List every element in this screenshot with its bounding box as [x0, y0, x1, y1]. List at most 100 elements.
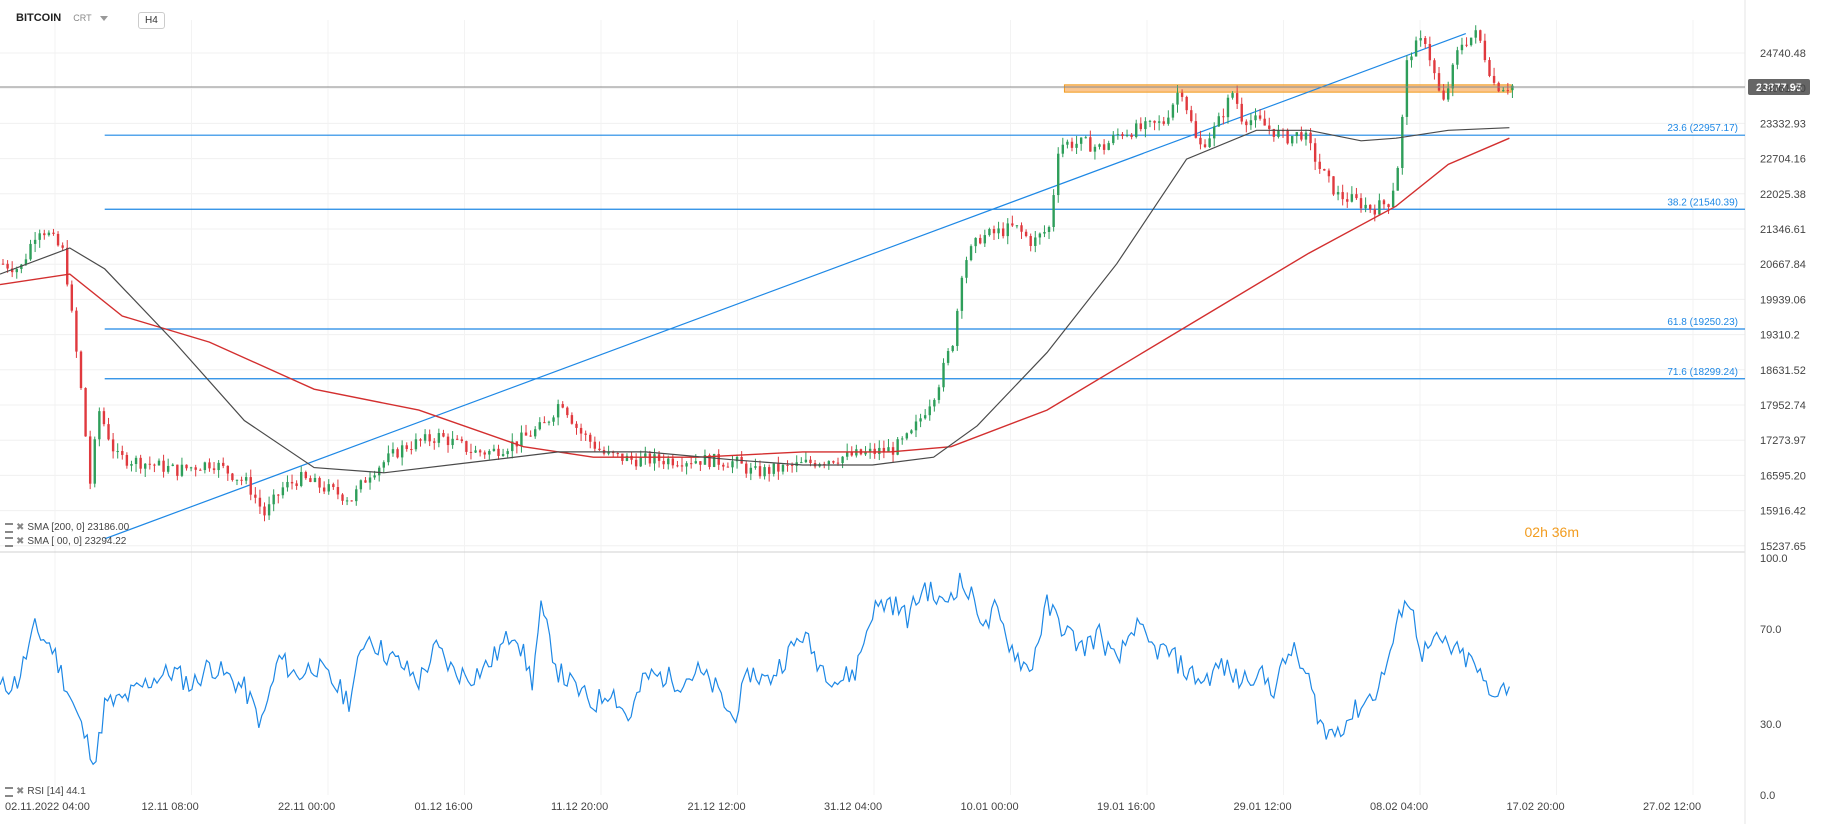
candle-body[interactable] [1414, 40, 1418, 57]
candle-body[interactable] [1038, 233, 1042, 238]
candle-body[interactable] [607, 451, 610, 454]
candle-body[interactable] [194, 467, 197, 470]
candle-body[interactable] [52, 232, 55, 234]
candle-body[interactable] [1465, 44, 1468, 46]
candle-body[interactable] [1469, 37, 1473, 46]
candle-body[interactable] [148, 463, 152, 465]
candle-body[interactable] [1213, 126, 1216, 139]
candle-body[interactable] [1456, 50, 1459, 65]
candle-body[interactable] [318, 477, 321, 488]
candle-body[interactable] [974, 237, 977, 247]
candle-body[interactable] [364, 480, 367, 483]
candle-body[interactable] [249, 477, 252, 495]
candle-body[interactable] [6, 263, 9, 269]
candle-body[interactable] [520, 432, 523, 447]
candle-body[interactable] [1162, 121, 1165, 124]
candle-body[interactable] [1240, 103, 1243, 122]
candle-body[interactable] [1368, 204, 1372, 210]
sma100-line[interactable] [0, 127, 1510, 474]
candle-body[interactable] [1277, 130, 1280, 137]
candle-body[interactable] [162, 460, 165, 472]
candle-body[interactable] [345, 500, 349, 502]
sma200-line[interactable] [0, 137, 1510, 458]
candle-body[interactable] [267, 504, 271, 516]
candle-body[interactable] [226, 465, 230, 474]
candle-body[interactable] [166, 465, 170, 472]
candle-body[interactable] [1217, 116, 1220, 127]
candle-body[interactable] [547, 421, 551, 423]
candle-body[interactable] [1102, 144, 1106, 150]
candle-body[interactable] [396, 449, 399, 458]
candle-body[interactable] [281, 487, 285, 496]
candle-body[interactable] [1460, 44, 1464, 51]
candle-body[interactable] [1245, 121, 1248, 126]
candle-body[interactable] [208, 462, 211, 469]
candle-body[interactable] [359, 480, 363, 490]
symbol-header[interactable]: BITCOIN CRT [16, 12, 108, 24]
candle-body[interactable] [295, 483, 298, 486]
candle-body[interactable] [1268, 125, 1271, 129]
rsi-legend[interactable]: ✖ RSI [14] 44.1 [5, 786, 86, 797]
candle-body[interactable] [662, 460, 665, 465]
candle-body[interactable] [1148, 120, 1152, 122]
candle-body[interactable] [300, 472, 303, 486]
candle-body[interactable] [575, 423, 578, 428]
candle-body[interactable] [189, 467, 193, 469]
trendline[interactable] [104, 33, 1467, 540]
settings-icon[interactable] [5, 522, 13, 533]
candle-body[interactable] [1446, 88, 1450, 100]
candle-body[interactable] [1346, 199, 1349, 202]
candle-body[interactable] [767, 467, 771, 474]
candle-body[interactable] [965, 260, 968, 278]
candle-body[interactable] [469, 451, 473, 453]
candle-body[interactable] [61, 245, 64, 248]
candle-body[interactable] [694, 461, 697, 464]
candle-body[interactable] [703, 455, 707, 465]
candle-body[interactable] [1199, 137, 1202, 145]
candle-body[interactable] [144, 463, 147, 469]
candle-body[interactable] [1171, 104, 1175, 118]
candle-body[interactable] [946, 351, 950, 363]
candle-body[interactable] [868, 448, 872, 452]
candle-body[interactable] [1052, 195, 1055, 228]
rsi-pane[interactable] [0, 572, 1510, 766]
candle-body[interactable] [258, 497, 262, 507]
candle-body[interactable] [387, 453, 390, 463]
candle-body[interactable] [1190, 110, 1193, 122]
candle-body[interactable] [1502, 90, 1505, 92]
candle-body[interactable] [286, 481, 289, 488]
candle-body[interactable] [66, 247, 69, 285]
candle-body[interactable] [442, 433, 445, 437]
candle-body[interactable] [240, 479, 243, 481]
candle-body[interactable] [378, 467, 381, 476]
candle-body[interactable] [1332, 176, 1335, 195]
candle-body[interactable] [1176, 92, 1179, 105]
candle-body[interactable] [428, 434, 431, 442]
candle-body[interactable] [70, 284, 74, 311]
settings-icon[interactable] [5, 536, 13, 547]
candle-body[interactable] [905, 433, 909, 439]
candle-body[interactable] [1015, 225, 1019, 227]
candle-body[interactable] [1382, 200, 1386, 205]
candle-body[interactable] [914, 421, 918, 431]
candle-body[interactable] [676, 465, 679, 467]
candle-body[interactable] [176, 464, 179, 476]
candle-body[interactable] [1222, 116, 1225, 118]
candle-body[interactable] [1437, 73, 1441, 91]
candle-body[interactable] [786, 464, 789, 466]
candle-body[interactable] [1029, 236, 1032, 246]
candle-body[interactable] [680, 465, 684, 467]
candle-body[interactable] [1405, 60, 1409, 117]
candle-body[interactable] [1300, 132, 1303, 140]
candle-body[interactable] [373, 475, 376, 478]
candle-body[interactable] [153, 464, 156, 466]
candle-body[interactable] [731, 461, 734, 468]
candle-body[interactable] [882, 447, 886, 453]
candle-body[interactable] [1057, 153, 1060, 196]
candle-body[interactable] [745, 463, 748, 474]
price-pane[interactable]: 23.6 (22957.17) 38.2 (21540.39) 61.8 (1925… [0, 25, 1810, 540]
candle-body[interactable] [20, 264, 23, 270]
candle-body[interactable] [1401, 116, 1404, 168]
candle-body[interactable] [400, 445, 404, 458]
candle-body[interactable] [217, 462, 220, 471]
